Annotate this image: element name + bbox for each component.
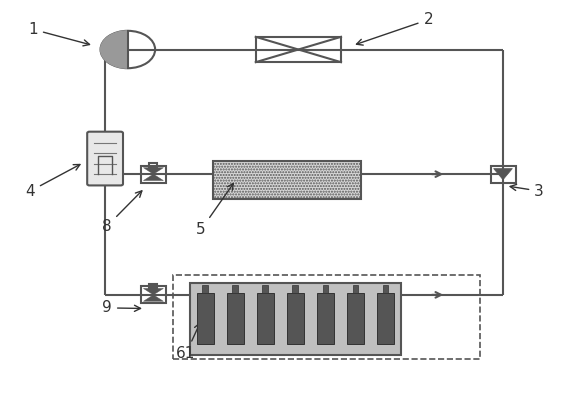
Polygon shape bbox=[494, 169, 513, 180]
Polygon shape bbox=[100, 31, 128, 68]
Bar bbox=[257, 293, 274, 344]
Bar bbox=[352, 285, 358, 293]
Polygon shape bbox=[144, 174, 164, 181]
Text: 9: 9 bbox=[102, 300, 141, 315]
Text: 1: 1 bbox=[28, 22, 90, 46]
Bar bbox=[203, 285, 208, 293]
Bar bbox=[191, 283, 401, 355]
Text: 5: 5 bbox=[196, 184, 234, 237]
Bar bbox=[347, 293, 364, 344]
Bar bbox=[262, 285, 268, 293]
FancyBboxPatch shape bbox=[87, 132, 123, 185]
Text: 4: 4 bbox=[25, 164, 80, 199]
Bar bbox=[213, 160, 361, 199]
Text: 2: 2 bbox=[356, 12, 433, 45]
Polygon shape bbox=[144, 295, 164, 301]
Bar bbox=[256, 37, 341, 62]
Polygon shape bbox=[144, 288, 164, 295]
Bar bbox=[491, 166, 515, 183]
Text: 61: 61 bbox=[176, 323, 200, 361]
Bar bbox=[197, 293, 214, 344]
Bar bbox=[317, 293, 333, 344]
Bar bbox=[287, 293, 304, 344]
Text: 3: 3 bbox=[510, 184, 544, 199]
Bar bbox=[173, 275, 480, 359]
Text: 8: 8 bbox=[102, 191, 142, 233]
Bar bbox=[149, 163, 157, 168]
Bar bbox=[293, 285, 298, 293]
Bar bbox=[141, 286, 166, 303]
Bar bbox=[323, 285, 328, 293]
Bar bbox=[377, 293, 394, 344]
Bar bbox=[232, 285, 238, 293]
Polygon shape bbox=[144, 168, 164, 174]
Bar bbox=[227, 293, 243, 344]
Bar bbox=[149, 284, 157, 288]
Bar bbox=[383, 285, 389, 293]
Bar bbox=[141, 166, 166, 183]
